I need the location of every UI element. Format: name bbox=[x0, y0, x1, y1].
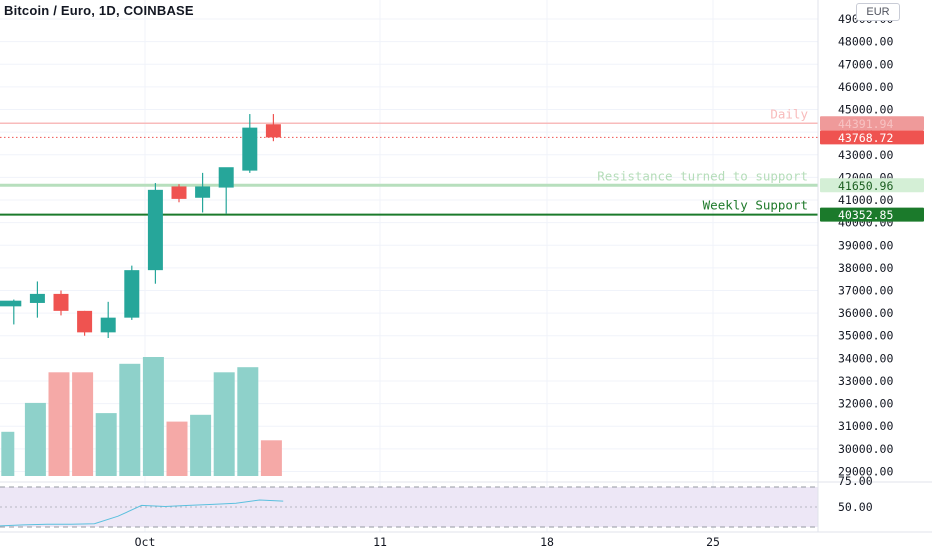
level-price-tag bbox=[820, 207, 924, 222]
y-tick-label: 38000.00 bbox=[838, 261, 893, 275]
rsi-tick-label: 50.00 bbox=[838, 500, 873, 514]
candle-body bbox=[77, 310, 93, 333]
rsi-tick-label: 75.00 bbox=[838, 474, 873, 488]
candle-body bbox=[29, 293, 45, 303]
x-tick-label: Oct bbox=[135, 535, 156, 549]
candlestick-series bbox=[0, 114, 281, 339]
time-axis[interactable]: Oct 11 18 25 bbox=[0, 531, 932, 549]
y-tick-label: 39000.00 bbox=[838, 238, 893, 252]
candle-body bbox=[53, 293, 69, 311]
y-tick-label: 32000.00 bbox=[838, 397, 893, 411]
level-price-tag bbox=[820, 178, 924, 193]
y-tick-label: 46000.00 bbox=[838, 80, 893, 94]
volume-bar bbox=[142, 357, 164, 476]
y-tick-label: 45000.00 bbox=[838, 103, 893, 117]
candle-body bbox=[0, 300, 22, 307]
currency-badge[interactable]: EUR bbox=[856, 3, 900, 21]
last-price-tag bbox=[820, 130, 924, 145]
rsi-panel: 75.00 50.00 bbox=[0, 474, 932, 528]
volume-bar bbox=[166, 421, 188, 476]
candle-body bbox=[218, 167, 234, 188]
chart-title: Bitcoin / Euro, 1D, COINBASE bbox=[4, 3, 194, 18]
y-tick-label: 43000.00 bbox=[838, 148, 893, 162]
x-tick-label: 18 bbox=[540, 535, 554, 549]
volume-bar bbox=[95, 413, 117, 476]
level-label: Resistance turned to support bbox=[597, 168, 808, 183]
level-price-tag bbox=[820, 116, 924, 131]
y-tick-label: 41000.00 bbox=[838, 193, 893, 207]
y-tick-label: 34000.00 bbox=[838, 351, 893, 365]
price-axis[interactable]: 44000.0029000.0030000.0031000.0032000.00… bbox=[817, 0, 924, 532]
last-price-label: 43768.72 bbox=[838, 131, 893, 145]
level-price-label: 40352.85 bbox=[838, 208, 893, 222]
y-tick-label: 47000.00 bbox=[838, 57, 893, 71]
y-tick-label: 37000.00 bbox=[838, 284, 893, 298]
volume-bar bbox=[260, 440, 282, 476]
x-tick-label: 25 bbox=[706, 535, 720, 549]
candle-body bbox=[100, 317, 116, 333]
level-price-label: 41650.96 bbox=[838, 179, 893, 193]
candle-body bbox=[265, 124, 281, 138]
y-tick-label: 48000.00 bbox=[838, 35, 893, 49]
y-tick-label: 31000.00 bbox=[838, 419, 893, 433]
level-label: Weekly Support bbox=[703, 198, 808, 213]
y-tick-label: 29000.00 bbox=[838, 464, 893, 478]
volume-bar bbox=[237, 367, 259, 476]
rsi-line bbox=[0, 499, 284, 527]
candle-body bbox=[147, 189, 163, 271]
volume-bar bbox=[48, 372, 70, 476]
x-tick-label: 11 bbox=[373, 535, 387, 549]
volume-bar bbox=[72, 372, 94, 476]
volume-bar bbox=[213, 372, 235, 476]
candle-body bbox=[171, 186, 187, 199]
volume-bars bbox=[1, 357, 282, 476]
volume-bar bbox=[1, 431, 15, 476]
y-tick-label: 33000.00 bbox=[838, 374, 893, 388]
candle-body bbox=[242, 127, 258, 171]
volume-bar bbox=[190, 414, 212, 476]
level-label: Daily bbox=[770, 106, 808, 121]
volume-bar bbox=[119, 363, 141, 476]
y-tick-label: 36000.00 bbox=[838, 306, 893, 320]
volume-bar bbox=[24, 402, 46, 476]
y-tick-label: 30000.00 bbox=[838, 442, 893, 456]
candle-body bbox=[124, 270, 140, 318]
horizontal-levels: Daily Resistance turned to support Weekly … bbox=[0, 106, 818, 216]
candle-body bbox=[195, 186, 211, 198]
y-tick-label: 35000.00 bbox=[838, 329, 893, 343]
level-price-label: 44391.94 bbox=[838, 117, 893, 131]
